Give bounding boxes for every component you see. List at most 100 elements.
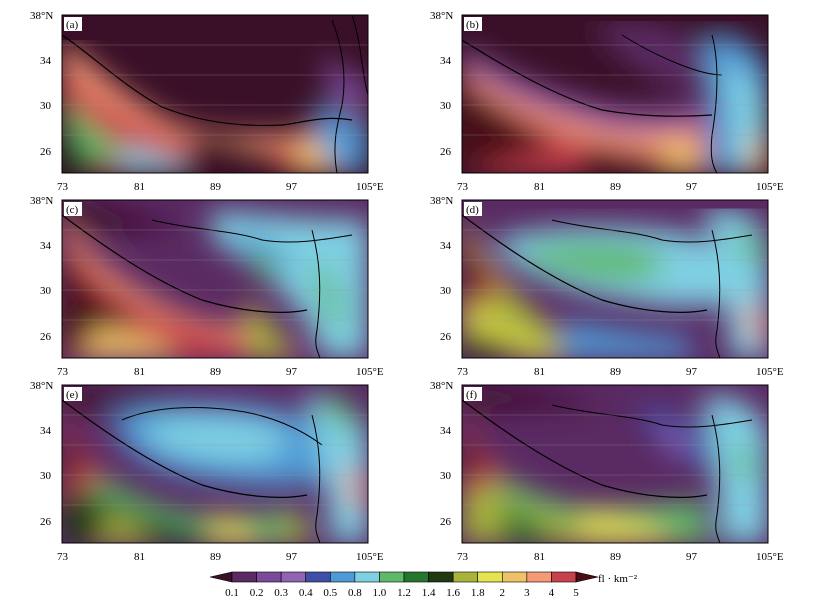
colorbar-swatch [305, 571, 331, 583]
panel-a-map [62, 15, 368, 173]
xlabel-97: 97 [686, 366, 698, 378]
xlabel-105E: 105°E [756, 551, 784, 563]
ylabel-34: 34 [40, 425, 52, 437]
colorbar-level-label: 1.6 [446, 587, 460, 599]
panel-c-label: (c) [66, 204, 79, 216]
panel-d-label: (d) [466, 204, 479, 216]
ylabel-30: 30 [440, 100, 452, 112]
colorbar-level-label: 0.3 [274, 587, 288, 599]
xlabel-73: 73 [457, 366, 469, 378]
panel-b-label-box [464, 17, 482, 31]
colorbar-unit: fl · km⁻² [598, 573, 638, 585]
colorbar-level-label: 1.4 [422, 587, 436, 599]
ylabel-34: 34 [440, 55, 452, 67]
ylabel-26: 26 [40, 146, 52, 158]
xlabel-97: 97 [286, 551, 298, 563]
ylabel-34: 34 [440, 240, 452, 252]
panel-f: (f) [461, 384, 769, 544]
xlabel-81: 81 [134, 181, 145, 193]
panel-f-map [462, 385, 768, 543]
colorbar-level-label: 1.2 [397, 587, 411, 599]
panel-e-label-box [64, 387, 82, 401]
panel-a: (a) [61, 14, 369, 174]
panel-c-label-box [64, 202, 82, 216]
panel-d-label-box [464, 202, 482, 216]
xlabel-81: 81 [134, 551, 145, 563]
ylabel-30: 30 [40, 100, 52, 112]
panel-b-label: (b) [466, 19, 479, 31]
colorbar-level-label: 0.2 [250, 587, 264, 599]
ylabel-38N: 38°N [30, 195, 53, 207]
xlabel-105E: 105°E [756, 181, 784, 193]
ylabel-26: 26 [40, 331, 52, 343]
xlabel-89: 89 [610, 551, 622, 563]
ylabel-38N: 38°N [430, 380, 453, 392]
ylabel-38N: 38°N [430, 195, 453, 207]
colorbar-swatch [477, 571, 503, 583]
ylabel-38N: 38°N [430, 10, 453, 22]
panel-f-frame [461, 384, 769, 544]
colorbar-level-label: 0.1 [225, 587, 239, 599]
colorbar-level-label: 1.8 [471, 587, 485, 599]
xlabel-73: 73 [457, 181, 469, 193]
colorbar-level-label: 0.8 [348, 587, 362, 599]
colorbar-swatch [501, 571, 528, 583]
colorbar-swatch [329, 571, 356, 583]
panel-a-label: (a) [66, 19, 79, 31]
ylabel-26: 26 [40, 516, 52, 528]
xlabel-89: 89 [210, 551, 222, 563]
panel-b: (b) [461, 14, 769, 174]
colorbar-level-label: 4 [549, 587, 555, 599]
xlabel-105E: 105°E [356, 366, 384, 378]
ylabel-26: 26 [440, 331, 452, 343]
panel-b-map [462, 15, 768, 173]
colorbar-swatches [209, 571, 599, 583]
xlabel-73: 73 [57, 551, 69, 563]
colorbar-level-label: 0.5 [323, 587, 337, 599]
ylabel-34: 34 [40, 240, 52, 252]
colorbar: 0.1 0.2 0.3 0.4 0.5 0.8 1.0 1.2 1.4 1.6 1.8 2 3 4 5 fl… [209, 571, 638, 599]
colorbar-swatch [280, 571, 307, 583]
xlabel-89: 89 [210, 181, 222, 193]
colorbar-swatch [256, 571, 282, 583]
colorbar-swatch [428, 571, 454, 583]
colorbar-level-label: 3 [524, 587, 530, 599]
ylabel-30: 30 [40, 470, 52, 482]
axes-labels: 38°N 34 30 26 73 81 89 97 105°E 38°N 34 … [30, 10, 784, 563]
ylabel-30: 30 [440, 470, 452, 482]
panel-f-label: (f) [466, 389, 477, 401]
xlabel-105E: 105°E [356, 181, 384, 193]
colorbar-swatch [403, 571, 429, 583]
colorbar-swatch [551, 571, 577, 583]
xlabel-105E: 105°E [756, 366, 784, 378]
colorbar-swatch [452, 571, 479, 583]
colorbar-swatch [379, 571, 405, 583]
ylabel-38N: 38°N [30, 380, 53, 392]
xlabel-89: 89 [610, 366, 622, 378]
colorbar-swatch [231, 571, 257, 583]
xlabel-97: 97 [286, 181, 298, 193]
xlabel-97: 97 [686, 551, 698, 563]
xlabel-105E: 105°E [356, 551, 384, 563]
panel-c: (c) [61, 199, 369, 359]
panel-d: (d) [461, 199, 769, 359]
colorbar-swatch [354, 571, 380, 583]
ylabel-30: 30 [440, 285, 452, 297]
panel-e-map [62, 385, 368, 543]
panel-e: (e) [61, 384, 369, 544]
xlabel-97: 97 [286, 366, 298, 378]
panel-a-label-box [64, 17, 82, 31]
panel-e-frame [61, 384, 369, 544]
xlabel-81: 81 [534, 181, 545, 193]
ylabel-38N: 38°N [30, 10, 53, 22]
xlabel-81: 81 [534, 366, 545, 378]
xlabel-73: 73 [457, 551, 469, 563]
xlabel-97: 97 [686, 181, 698, 193]
ylabel-26: 26 [440, 146, 452, 158]
xlabel-73: 73 [57, 181, 69, 193]
panel-c-map [62, 200, 368, 358]
colorbar-labels: 0.1 0.2 0.3 0.4 0.5 0.8 1.0 1.2 1.4 1.6 1.8 2 3 4 5 [225, 587, 579, 599]
xlabel-89: 89 [210, 366, 222, 378]
colorbar-level-label: 5 [573, 587, 579, 599]
